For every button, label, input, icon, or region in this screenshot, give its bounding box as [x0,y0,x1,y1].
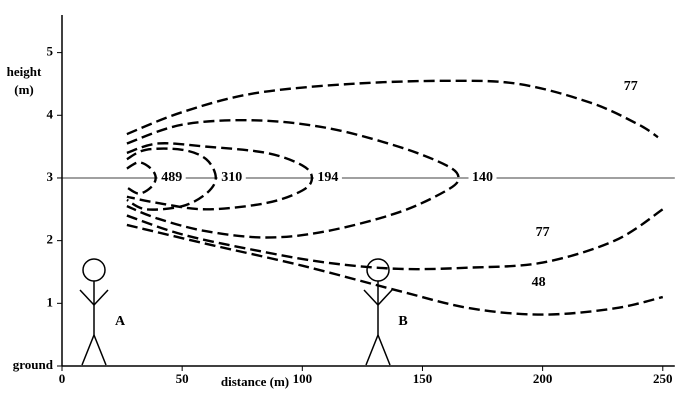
contour-line [126,223,664,316]
y-tick-label: 4 [47,106,54,121]
label-background [468,169,497,186]
y-tick-label: 5 [47,44,54,59]
x-tick-label: 100 [293,371,313,386]
contour-label: 194 [317,170,338,185]
y-tick-label: ground [13,357,54,372]
figure-b [363,258,393,366]
y-axis-label: height [7,64,42,79]
x-tick-label: 150 [413,371,433,386]
contour-label: 489 [161,170,182,185]
label-background [157,169,186,186]
label-background [217,169,246,186]
x-tick-label: 250 [653,371,673,386]
y-tick-label: 1 [47,294,54,309]
figure-label: B [398,314,407,329]
contour-line [126,161,157,195]
y-tick-label: 3 [47,169,54,184]
contour-label: 140 [472,170,493,185]
contour-label: 77 [536,225,550,240]
contour-label: 77 [624,79,638,94]
x-tick-label: 50 [176,371,189,386]
contour-line [126,208,664,271]
x-tick-label: 200 [533,371,553,386]
contour-label: 48 [532,275,546,290]
contour-label: 310 [221,170,242,185]
contour-line [126,142,314,211]
y-axis-label: (m) [14,82,34,97]
label-background [313,169,342,186]
contour-line [126,147,218,211]
contour-line [126,118,460,239]
figure-a [79,258,109,366]
y-tick-label: 2 [47,232,54,247]
figure-label: A [115,314,126,329]
x-tick-label: 0 [59,371,66,386]
contour-line [126,79,659,139]
x-axis-label: distance (m) [221,374,289,389]
